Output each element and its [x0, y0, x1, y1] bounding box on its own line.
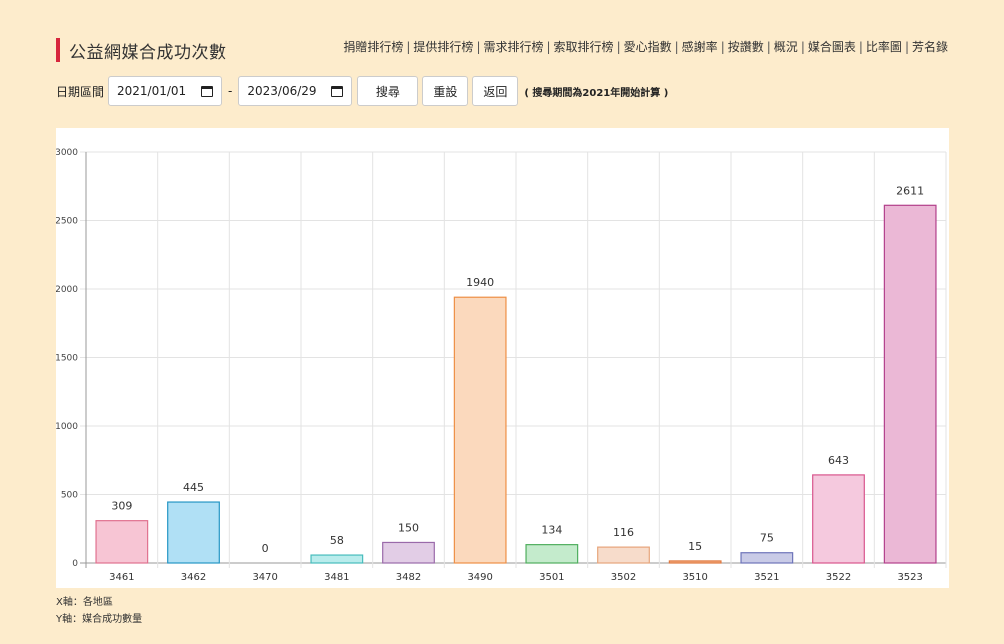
y-tick-label: 1500 — [56, 354, 78, 364]
y-tick-label: 1000 — [56, 422, 78, 432]
bar-3461 — [95, 520, 149, 564]
calendar-icon[interactable] — [201, 85, 214, 97]
data-label: 116 — [613, 526, 634, 539]
data-label: 643 — [828, 454, 849, 467]
page-title: 公益網媒合成功次數 — [69, 42, 227, 63]
end-date-value: 2023/06/29 — [247, 84, 317, 98]
x-tick-label: 3470 — [252, 572, 277, 583]
nav-separator: | — [858, 40, 863, 54]
x-tick-label: 3462 — [181, 572, 206, 583]
x-tick-label: 3501 — [539, 572, 564, 583]
start-date-input[interactable]: 2021/01/01 — [108, 76, 223, 106]
nav-link[interactable]: 芳名錄 — [911, 40, 948, 54]
bar-3510 — [668, 560, 722, 564]
nav-link[interactable]: 概況 — [773, 40, 798, 54]
nav-separator: | — [720, 40, 725, 54]
x-tick-label: 3481 — [324, 572, 349, 583]
nav-link[interactable]: 捐贈排行榜 — [343, 40, 404, 54]
bar-3523 — [883, 204, 937, 564]
bar-3501 — [525, 544, 579, 564]
bar-3482 — [382, 541, 435, 564]
nav-separator: | — [546, 40, 551, 54]
back-button[interactable]: 返回 — [472, 76, 519, 106]
data-label: 58 — [330, 534, 344, 547]
end-date-input[interactable]: 2023/06/29 — [238, 76, 353, 106]
x-tick-label: 3522 — [826, 572, 851, 583]
x-tick-label: 3461 — [109, 572, 134, 583]
date-filter: 日期區間 2021/01/01 - 2023/06/29 搜尋 重設 返回 ( … — [56, 76, 668, 106]
bar-3481 — [310, 554, 364, 564]
y-axis-note: Y軸：媒合成功數量 — [56, 614, 143, 625]
bar-3502 — [597, 546, 650, 564]
bar-chart: 0 500 1000 1500 2000 2500 3000 309 3461 445 3462 0 3… — [56, 148, 947, 583]
search-button[interactable]: 搜尋 — [357, 76, 419, 106]
data-label: 2611 — [896, 184, 924, 197]
nav-separator: | — [406, 40, 411, 54]
y-tick-label: 500 — [61, 491, 78, 501]
x-tick-label: 3502 — [611, 572, 636, 583]
nav-link[interactable]: 索取排行榜 — [553, 40, 614, 54]
x-tick-label: 3490 — [467, 572, 492, 583]
data-label: 15 — [688, 540, 702, 553]
nav-separator: | — [800, 40, 805, 54]
nav-separator: | — [766, 40, 771, 54]
x-tick-label: 3523 — [897, 572, 922, 583]
title-accent-bar — [56, 38, 60, 62]
date-range-label: 日期區間 — [56, 84, 105, 99]
data-label: 445 — [183, 481, 204, 494]
data-label: 75 — [760, 532, 774, 545]
data-label: 1940 — [466, 276, 494, 289]
x-axis-note: X軸：各地區 — [56, 597, 113, 608]
nav-link[interactable]: 需求排行榜 — [483, 40, 544, 54]
x-tick-label: 3510 — [682, 572, 707, 583]
calendar-icon[interactable] — [331, 85, 344, 97]
nav-link[interactable]: 愛心指數 — [623, 40, 672, 54]
nav-link[interactable]: 按讚數 — [727, 40, 764, 54]
x-tick-label: 3482 — [396, 572, 421, 583]
bar-3521 — [740, 552, 794, 564]
nav-separator: | — [476, 40, 481, 54]
data-label: 134 — [541, 524, 562, 537]
search-period-note: ( 搜尋期間為2021年開始計算 ) — [524, 87, 669, 99]
y-tick-label: 3000 — [56, 148, 78, 158]
nav-link[interactable]: 提供排行榜 — [413, 40, 474, 54]
page-title-block: 公益網媒合成功次數 — [56, 38, 227, 63]
nav-link[interactable]: 比率圖 — [865, 40, 902, 54]
bar-chart-panel: 0 500 1000 1500 2000 2500 3000 309 3461 445 3462 0 3… — [56, 128, 949, 588]
start-date-value: 2021/01/01 — [117, 84, 187, 98]
reset-button[interactable]: 重設 — [422, 76, 469, 106]
nav-link[interactable]: 感謝率 — [681, 40, 718, 54]
data-label: 309 — [111, 500, 132, 513]
bar-3522 — [812, 474, 865, 564]
nav-separator: | — [674, 40, 679, 54]
nav-separator: | — [904, 40, 909, 54]
date-separator: - — [228, 84, 233, 98]
x-tick-label: 3521 — [754, 572, 779, 583]
bar-3490 — [453, 296, 507, 564]
y-tick-label: 2000 — [56, 285, 78, 295]
y-tick-label: 0 — [72, 559, 78, 569]
nav-separator: | — [616, 40, 621, 54]
data-label: 150 — [398, 521, 419, 534]
nav-link[interactable]: 媒合圖表 — [807, 40, 856, 54]
top-nav: 捐贈排行榜 | 提供排行榜 | 需求排行榜 | 索取排行榜 | 愛心指數 | 感謝率 | 按讚數 | 概況 |… — [343, 38, 948, 55]
y-tick-label: 2500 — [56, 217, 78, 227]
bar-3462 — [167, 501, 220, 564]
data-label: 0 — [262, 542, 269, 555]
